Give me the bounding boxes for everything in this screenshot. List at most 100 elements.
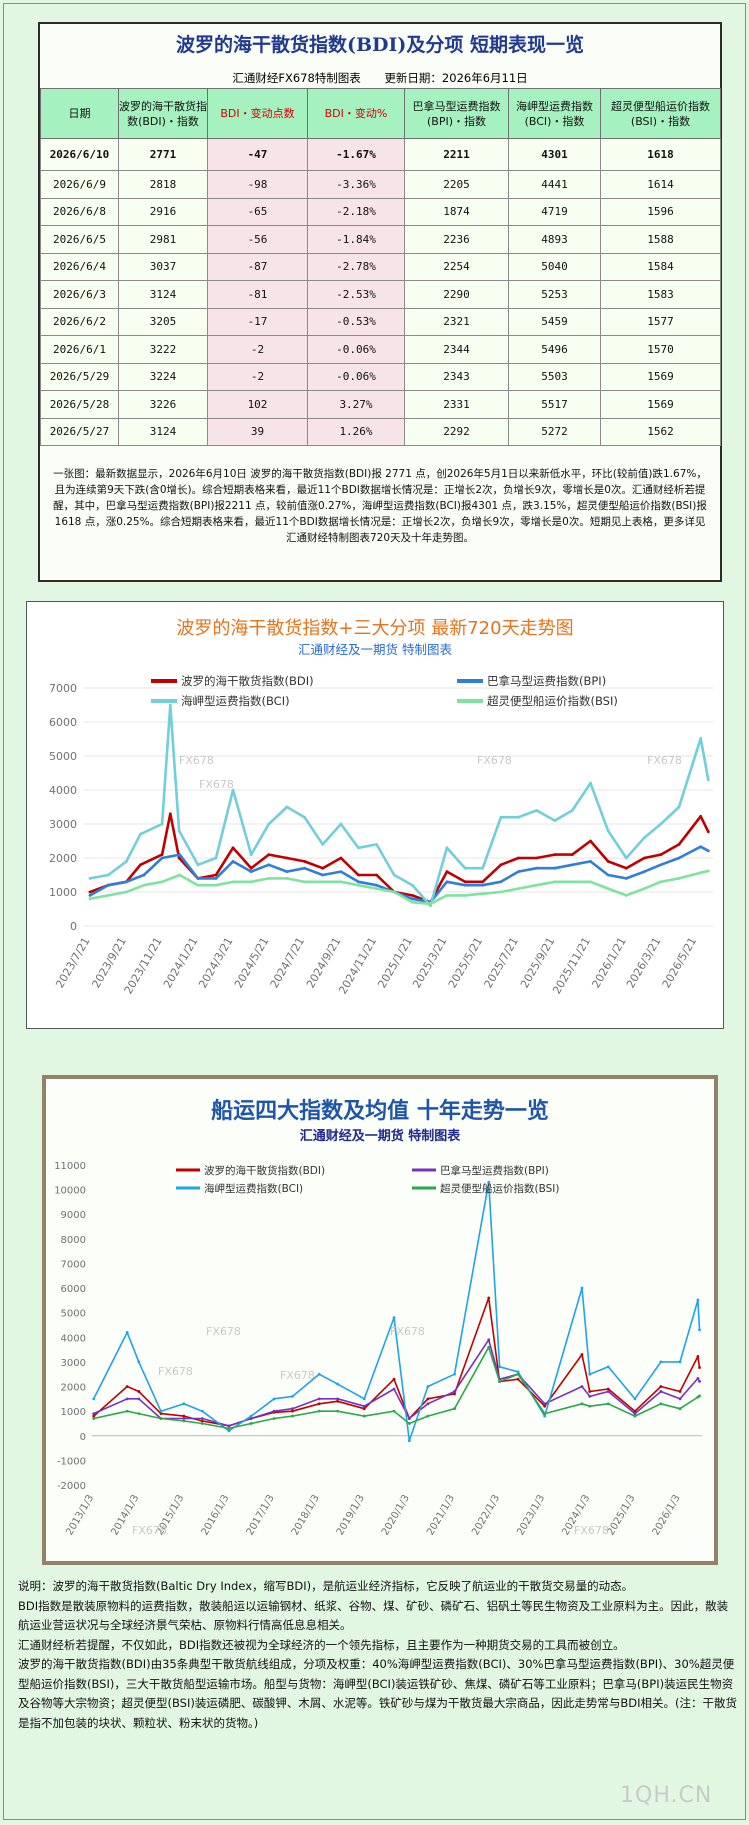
table-cell: 5253 [508, 280, 601, 309]
data-point [317, 1372, 321, 1376]
data-point [426, 1414, 430, 1418]
data-point [659, 822, 663, 826]
y-tick-label: 4000 [61, 1333, 86, 1344]
data-point [696, 1376, 700, 1380]
table-cell: 2026/5/29 [40, 362, 119, 391]
data-point [453, 1392, 456, 1396]
data-point [677, 805, 681, 809]
data-point [426, 1402, 430, 1406]
data-point [88, 890, 92, 894]
data-point [487, 1296, 491, 1300]
data-point [159, 1417, 163, 1420]
table-cell: -3.36% [307, 170, 405, 199]
data-point [357, 873, 360, 877]
data-point [214, 883, 218, 887]
data-point [375, 873, 379, 877]
data-point [498, 1365, 502, 1369]
data-point [303, 866, 306, 870]
data-point [137, 1360, 141, 1364]
data-point [606, 1387, 610, 1391]
data-point [553, 866, 557, 870]
data-point [453, 1372, 456, 1376]
data-point [445, 894, 449, 897]
watermark: FX678 [647, 754, 682, 767]
data-point [535, 809, 538, 812]
x-tick-label: 2022/1/3 [470, 1493, 502, 1537]
table-cell: 3037 [118, 252, 208, 281]
data-point [375, 883, 379, 887]
data-point [643, 870, 646, 873]
table-cell: 39 [207, 417, 308, 446]
watermark: FX678 [179, 754, 214, 767]
data-point [249, 880, 253, 884]
legend-label: 波罗的海干散货指数(BDI) [204, 1164, 325, 1177]
table-cell: -2.18% [307, 197, 405, 226]
data-point [125, 1385, 129, 1388]
table-cell: 3124 [118, 280, 208, 309]
x-tick-label: 2025/1/21 [375, 935, 414, 990]
table-cell: 2205 [404, 170, 509, 199]
data-point [481, 880, 485, 884]
data-point [142, 883, 146, 887]
table-cell: 4893 [508, 225, 601, 254]
data-point [487, 1345, 491, 1349]
data-point [357, 883, 360, 887]
data-point [517, 887, 520, 890]
data-point [160, 856, 164, 860]
table-cell: 5272 [508, 417, 601, 446]
data-point [214, 873, 218, 877]
explanation-line: 波罗的海干散货指数(BDI)由35条典型干散货航线组成，分项及权重：40%海岬型… [18, 1657, 737, 1730]
y-tick-label: 0 [70, 920, 77, 933]
chart2-plot: -2000 -1000 0 1000 2000 3000 4000 5000 6000 7000 8… [54, 1161, 702, 1537]
data-point [543, 1412, 547, 1416]
data-point [677, 877, 681, 880]
data-point [588, 1404, 592, 1408]
data-point [677, 843, 681, 846]
data-point [124, 860, 128, 863]
data-point [339, 870, 343, 873]
table-cell: 2026/5/27 [40, 417, 119, 446]
table-cell: 2026/5/28 [40, 390, 119, 419]
watermark: FX678 [280, 1369, 315, 1382]
y-tick-label: 6000 [49, 716, 77, 729]
data-point [445, 846, 449, 850]
series-line [92, 1181, 701, 1442]
data-point [159, 1409, 163, 1413]
y-tick-label: 2000 [61, 1383, 86, 1394]
data-point [339, 822, 343, 826]
table-cell: 2343 [404, 362, 509, 391]
table-cell: 2026/6/5 [40, 225, 119, 254]
header-bsi: 超灵便型船运价指数(BSI)・指数 [600, 88, 721, 139]
table-cell: -17 [207, 307, 308, 336]
data-point [159, 1412, 163, 1416]
x-tick-label: 2025/7/21 [482, 935, 521, 990]
data-point [606, 860, 610, 863]
y-tick-label: 5000 [49, 750, 77, 763]
table-cell: 1618 [600, 138, 721, 171]
watermark: FX678 [132, 1524, 167, 1537]
table-cell: 1583 [600, 280, 721, 309]
header-bdi-pct: BDI・变动% [307, 88, 405, 139]
y-tick-label: 8000 [61, 1235, 86, 1246]
data-point [624, 877, 628, 880]
table-cell: 1570 [600, 335, 721, 364]
data-point [392, 1316, 396, 1320]
data-point [588, 1372, 592, 1376]
table-cell: -0.06% [307, 335, 405, 364]
data-point [698, 1379, 701, 1383]
table-row: 2026/6/2 3205 -17 -0.53% 2321 5459 1577 [40, 307, 721, 336]
data-point [303, 880, 306, 884]
y-tick-label: 11000 [54, 1161, 86, 1172]
data-point [317, 1402, 321, 1406]
data-point [214, 856, 218, 860]
table-cell: 4441 [508, 170, 601, 199]
data-point [678, 1397, 682, 1401]
data-point [231, 788, 235, 792]
data-point [106, 894, 110, 897]
data-point [606, 1365, 610, 1369]
series-line [88, 869, 710, 906]
data-point [570, 863, 574, 867]
y-tick-label: 4000 [49, 784, 77, 797]
data-point [125, 1409, 129, 1413]
data-point [643, 887, 646, 890]
